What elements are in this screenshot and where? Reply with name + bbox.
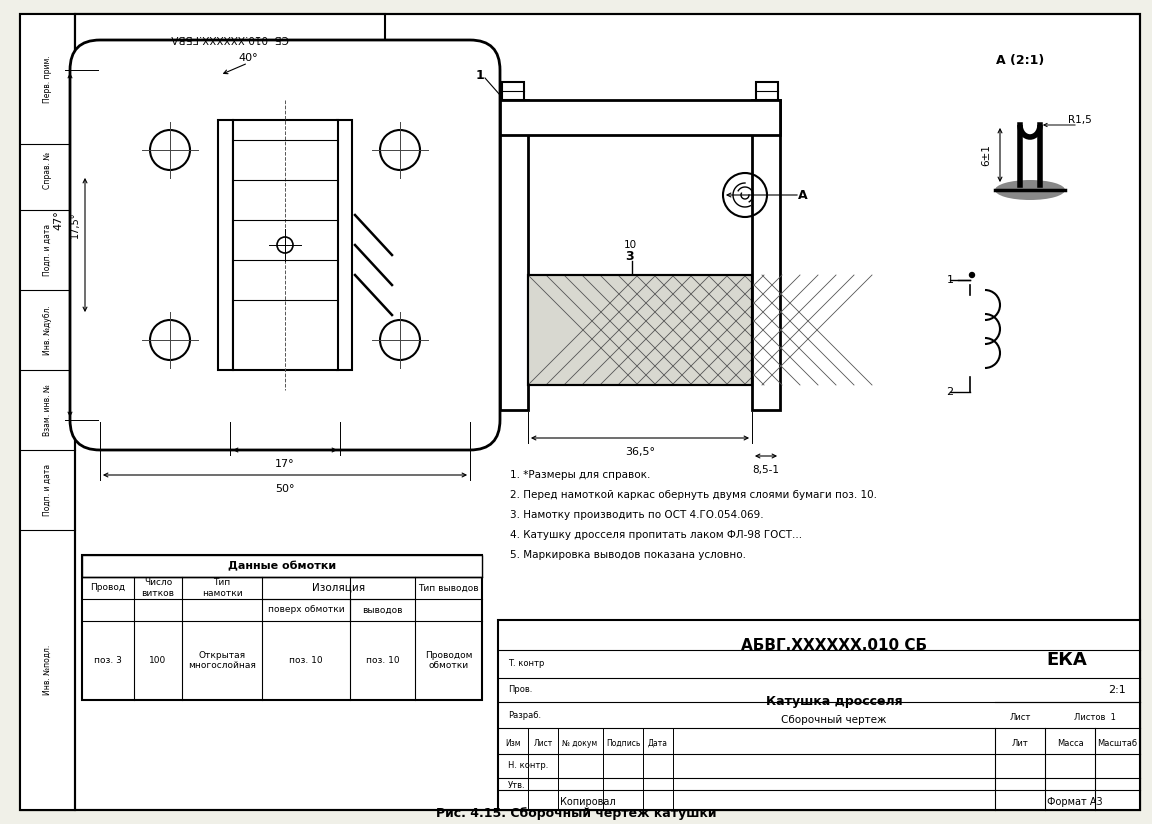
Text: 2. Перед намоткой каркас обернуть двумя слоями бумаги поз. 10.: 2. Перед намоткой каркас обернуть двумя … bbox=[510, 490, 877, 500]
Ellipse shape bbox=[995, 180, 1064, 200]
Text: Рис. 4.15. Сборочный чертеж катушки: Рис. 4.15. Сборочный чертеж катушки bbox=[435, 808, 717, 821]
Text: 3. Намотку производить по ОСТ 4.ГО.054.069.: 3. Намотку производить по ОСТ 4.ГО.054.0… bbox=[510, 510, 764, 520]
Text: выводов: выводов bbox=[362, 606, 403, 615]
Circle shape bbox=[970, 273, 975, 278]
Text: Утв.: Утв. bbox=[508, 781, 525, 790]
Text: 47°: 47° bbox=[53, 210, 63, 230]
Text: Подп. и дата: Подп. и дата bbox=[43, 224, 52, 276]
Bar bbox=[20, 14, 75, 810]
Text: АБВГ.XXXXXX.010 СБ: АБВГ.XXXXXX.010 СБ bbox=[741, 638, 927, 653]
Text: 100: 100 bbox=[150, 656, 167, 665]
Text: Н. контр.: Н. контр. bbox=[508, 761, 548, 770]
Text: Перв. прим.: Перв. прим. bbox=[43, 55, 52, 103]
Text: 36,5°: 36,5° bbox=[626, 447, 655, 457]
Bar bbox=[528, 275, 752, 385]
Text: Листов  1: Листов 1 bbox=[1074, 713, 1116, 722]
Bar bbox=[528, 275, 752, 385]
Text: Изоляция: Изоляция bbox=[312, 583, 365, 593]
Text: Лист: Лист bbox=[1009, 713, 1031, 722]
Bar bbox=[338, 120, 353, 370]
Text: поз. 10: поз. 10 bbox=[365, 656, 400, 665]
Text: Катушка дросселя: Катушка дросселя bbox=[766, 695, 902, 709]
Text: 17,5°: 17,5° bbox=[70, 212, 79, 238]
Bar bbox=[75, 14, 385, 64]
Text: 40°: 40° bbox=[238, 53, 258, 63]
Text: Разраб.: Разраб. bbox=[508, 710, 541, 719]
Text: Масса: Масса bbox=[1056, 738, 1083, 747]
Text: Сборочный чертеж: Сборочный чертеж bbox=[781, 715, 887, 725]
Text: Проводом
обмотки: Проводом обмотки bbox=[425, 651, 472, 670]
Text: Формат А3: Формат А3 bbox=[1047, 797, 1102, 807]
Text: Справ. №: Справ. № bbox=[43, 152, 52, 189]
Text: Дата: Дата bbox=[647, 738, 668, 747]
Text: 4. Катушку дросселя пропитать лаком ФЛ-98 ГОСТ...: 4. Катушку дросселя пропитать лаком ФЛ-9… bbox=[510, 530, 802, 540]
Text: 3: 3 bbox=[626, 250, 635, 264]
Text: Число
витков: Число витков bbox=[142, 578, 174, 597]
Bar bbox=[233, 120, 338, 370]
Bar bbox=[82, 555, 482, 577]
Text: 10: 10 bbox=[623, 240, 637, 250]
Text: 8,5-1: 8,5-1 bbox=[752, 465, 780, 475]
Text: 2:1: 2:1 bbox=[1108, 685, 1126, 695]
Text: № докум: № докум bbox=[562, 738, 598, 747]
Text: Лит: Лит bbox=[1011, 738, 1029, 747]
Text: Тип выводов: Тип выводов bbox=[418, 583, 479, 592]
Text: R1,5: R1,5 bbox=[1068, 115, 1092, 125]
Text: Провод: Провод bbox=[91, 583, 126, 592]
Text: 1: 1 bbox=[476, 68, 484, 82]
Bar bbox=[82, 555, 482, 700]
Text: А: А bbox=[798, 189, 808, 202]
Bar bbox=[500, 100, 780, 135]
Text: Инв. №подл.: Инв. №подл. bbox=[43, 645, 52, 695]
Bar bbox=[218, 120, 233, 370]
Text: 17°: 17° bbox=[275, 459, 295, 469]
Text: ЕКА: ЕКА bbox=[1047, 651, 1087, 669]
FancyBboxPatch shape bbox=[70, 40, 500, 450]
Text: Тип
намотки: Тип намотки bbox=[202, 578, 242, 597]
Bar bbox=[498, 620, 1140, 810]
Text: Открытая
многослойная: Открытая многослойная bbox=[188, 651, 256, 670]
Bar bbox=[752, 100, 780, 410]
Text: поверх обмотки: поверх обмотки bbox=[267, 606, 344, 615]
Text: 1: 1 bbox=[947, 275, 954, 285]
Text: 1. *Размеры для справок.: 1. *Размеры для справок. bbox=[510, 470, 651, 480]
Bar bbox=[756, 82, 778, 100]
Text: поз. 10: поз. 10 bbox=[289, 656, 323, 665]
Text: Т. контр: Т. контр bbox=[508, 659, 545, 668]
Text: Данные обмотки: Данные обмотки bbox=[228, 561, 336, 571]
Bar bbox=[502, 82, 524, 100]
Text: 50°: 50° bbox=[275, 484, 295, 494]
Text: СБ  010.XXXXXX.ГБВА: СБ 010.XXXXXX.ГБВА bbox=[172, 33, 289, 43]
Text: А (2:1): А (2:1) bbox=[995, 54, 1044, 67]
Text: Копировал: Копировал bbox=[560, 797, 616, 807]
Bar bbox=[500, 100, 528, 410]
Text: Изм: Изм bbox=[506, 738, 521, 747]
Text: Взам. инв. №: Взам. инв. № bbox=[43, 384, 52, 436]
Text: Подпись: Подпись bbox=[606, 738, 641, 747]
Text: поз. 3: поз. 3 bbox=[94, 656, 122, 665]
Text: Пров.: Пров. bbox=[508, 686, 532, 695]
Text: 2: 2 bbox=[947, 387, 954, 397]
Text: Подп. и дата: Подп. и дата bbox=[43, 464, 52, 516]
Text: Инв. №дубл.: Инв. №дубл. bbox=[43, 305, 52, 355]
Text: 6±1: 6±1 bbox=[982, 144, 991, 166]
Text: Лист: Лист bbox=[533, 738, 553, 747]
Text: Масштаб: Масштаб bbox=[1097, 738, 1137, 747]
Text: 5. Маркировка выводов показана условно.: 5. Маркировка выводов показана условно. bbox=[510, 550, 746, 560]
